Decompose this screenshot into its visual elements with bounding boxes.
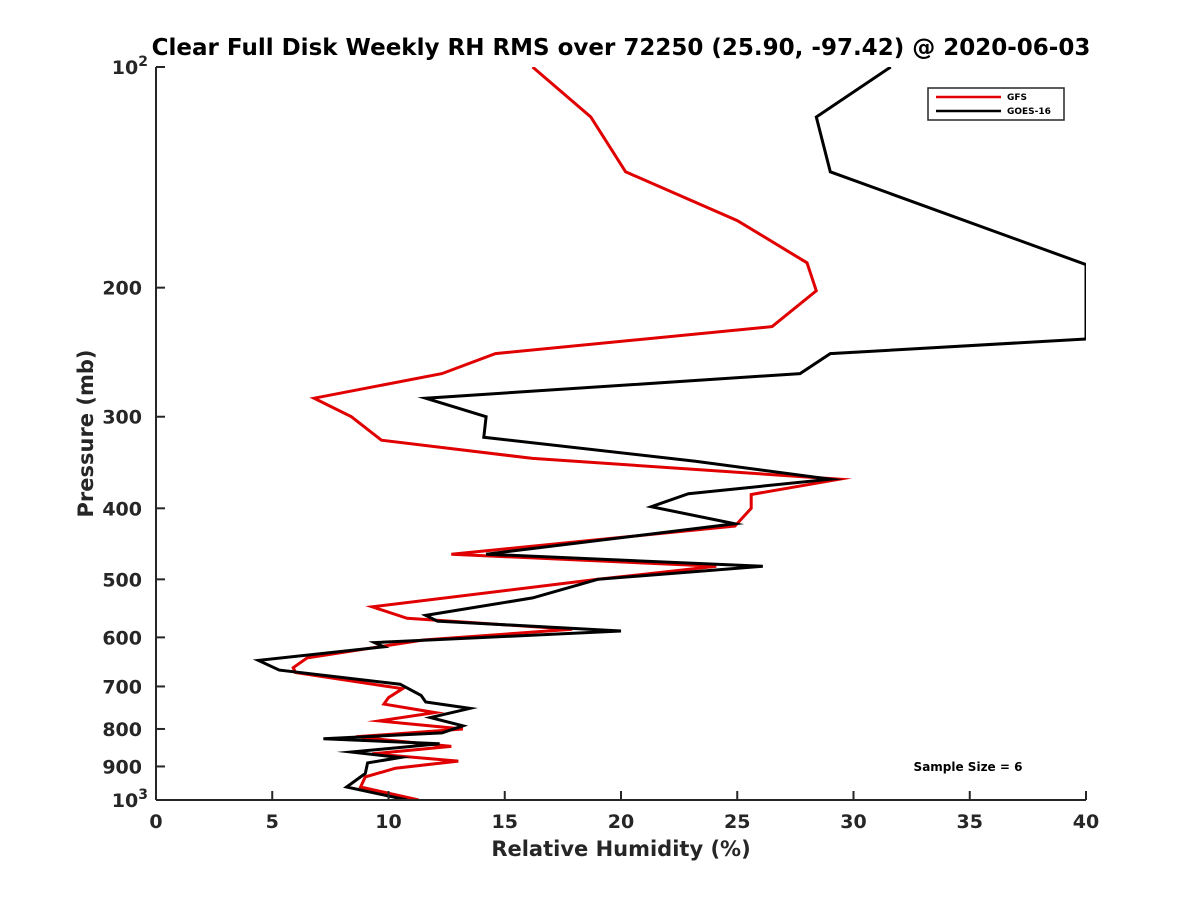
x-tick-label: 25 [724,811,750,833]
y-tick-label: 900 [102,756,142,778]
x-tick-label: 20 [608,811,634,833]
series-layer [252,67,1086,800]
y-tick-label: 700 [102,676,142,698]
x-tick-label: 5 [266,811,279,833]
sample-size-annotation: Sample Size = 6 [914,760,1023,774]
legend-label: GFS [1007,93,1027,103]
y-tick-label: 800 [102,719,142,741]
y-tick-label: 500 [102,569,142,591]
y-tick-label: 200 [102,278,142,300]
chart-title: Clear Full Disk Weekly RH RMS over 72250… [152,35,1091,61]
x-axis-label: Relative Humidity (%) [491,837,750,861]
x-tick-label: 30 [840,811,866,833]
legend-box [927,87,1065,121]
y-tick-label: 300 [102,407,142,429]
plot-area [156,67,1086,800]
x-tick-label: 35 [957,811,983,833]
legend-label: GOES-16 [1007,107,1051,117]
y-tick-label: 103 [112,787,148,812]
ticks-layer: 0 5 10 15 20 25 30 35 40 102 200 300 400 500 600 700 800… [102,54,1099,833]
x-tick-label: 0 [149,811,162,833]
y-axis-label: Pressure (mb) [74,350,98,518]
y-tick-label: 102 [112,54,148,79]
y-tick-label: 600 [102,627,142,649]
y-tick-label: 400 [102,498,142,520]
x-tick-label: 40 [1073,811,1099,833]
x-tick-label: 10 [375,811,401,833]
series-line-gfs [291,67,853,800]
legend: GFS GOES-16 [927,87,1065,121]
series-line-goes-16 [252,67,1086,800]
x-tick-label: 15 [492,811,518,833]
